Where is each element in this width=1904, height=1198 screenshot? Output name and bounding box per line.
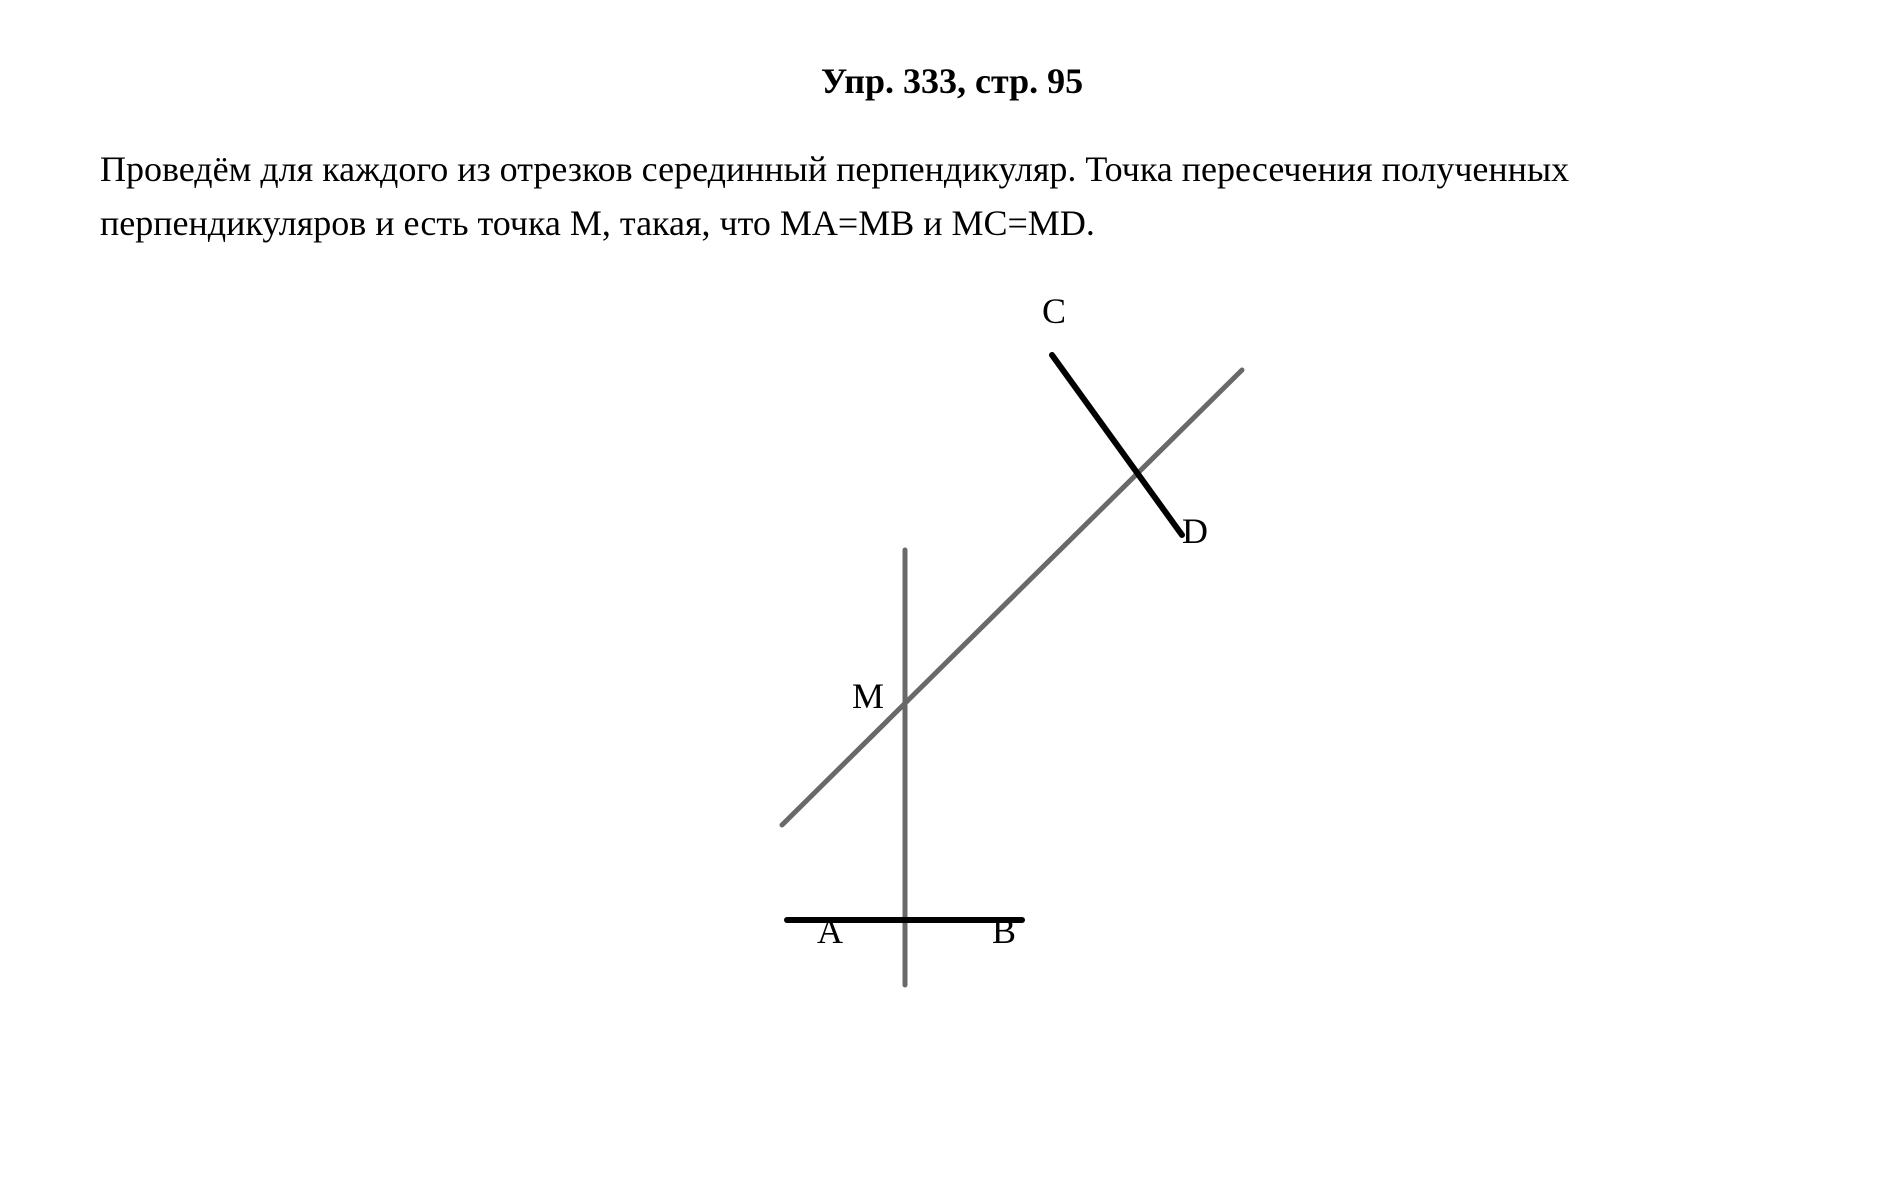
exercise-heading: Упр. 333, стр. 95 bbox=[100, 60, 1804, 102]
point-label-a: A bbox=[817, 910, 843, 952]
point-label-b: B bbox=[992, 910, 1016, 952]
body-text-content: Проведём для каждого из отрезков середин… bbox=[100, 149, 1569, 243]
diagram-svg bbox=[502, 290, 1402, 990]
geometric-diagram: A B C D M bbox=[502, 290, 1402, 990]
diagram-container: A B C D M bbox=[100, 290, 1804, 990]
point-label-c: C bbox=[1042, 290, 1066, 332]
point-label-m: M bbox=[852, 675, 884, 717]
heading-text: Упр. 333, стр. 95 bbox=[821, 61, 1083, 101]
point-label-d: D bbox=[1182, 510, 1208, 552]
body-paragraph: Проведём для каждого из отрезков середин… bbox=[100, 142, 1804, 250]
